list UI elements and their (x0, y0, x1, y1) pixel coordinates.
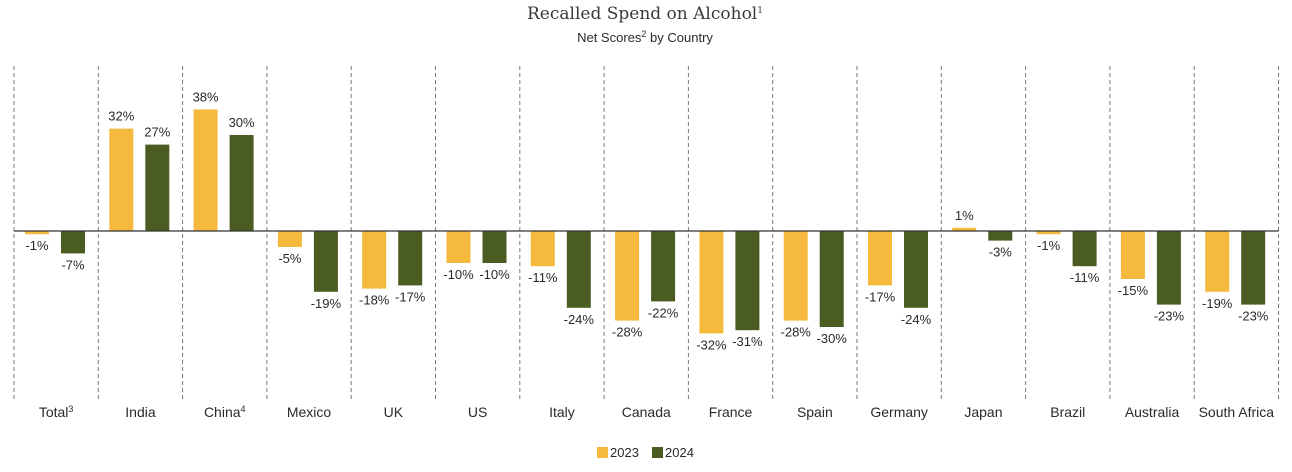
bar-2023-mexico (277, 231, 302, 247)
bar-2023-us (446, 231, 471, 263)
value-label-2023-spain: -28% (781, 325, 812, 340)
value-label-2024-total: -7% (61, 257, 85, 272)
chart-subtitle-main: Net Scores (577, 30, 642, 45)
value-label-2024-spain: -30% (817, 331, 848, 346)
value-label-2024-france: -31% (732, 334, 763, 349)
value-labels-layer: -1% -7% 32% 27% 38% 30% -5% -19% -18% -17% -10% -10… (25, 89, 1268, 352)
category-label: South Africa (1199, 404, 1275, 420)
bar-2024-canada (651, 231, 676, 302)
category-label: Mexico (287, 404, 332, 420)
bar-2024-mexico (313, 231, 338, 292)
value-label-2023-australia: -15% (1118, 283, 1149, 298)
bar-2023-france (699, 231, 724, 334)
bar-2023-japan (952, 227, 977, 231)
bar-2023-total (25, 231, 49, 235)
category-labels-layer: Total3 India China4 Mexico UK US Italy Canada Fr… (39, 404, 1274, 420)
value-label-2023-india: 32% (108, 109, 134, 124)
bar-2024-total (61, 231, 85, 254)
category-label: Germany (870, 404, 928, 420)
bars-layer (25, 109, 1266, 334)
category-label: France (709, 404, 753, 420)
value-label-2024-mexico: -19% (311, 296, 342, 311)
value-label-2023-uk: -18% (359, 293, 390, 308)
category-label: India (125, 404, 156, 420)
value-label-2023-us: -10% (443, 267, 474, 282)
bar-2024-australia (1156, 231, 1181, 305)
category-label: China4 (204, 404, 246, 420)
bar-2023-china (193, 109, 218, 231)
category-label: UK (384, 404, 404, 420)
chart-title-main: Recalled Spend on Alcohol (527, 4, 757, 24)
legend-swatch-2024 (652, 447, 663, 458)
value-label-2023-italy: -11% (528, 270, 558, 285)
chart-title: Recalled Spend on Alcohol1 (527, 4, 763, 24)
bar-2023-australia (1120, 231, 1145, 279)
bar-2023-uk (362, 231, 387, 289)
category-label: Japan (964, 404, 1002, 420)
legend-swatch-2023 (597, 447, 608, 458)
value-label-2024-italy: -24% (564, 312, 595, 327)
value-label-2023-brazil: -1% (1037, 238, 1061, 253)
chart-subtitle: Net Scores2 by Country (577, 29, 713, 45)
value-label-2024-brazil: -11% (1070, 270, 1100, 285)
value-label-2024-china: 30% (229, 115, 255, 130)
value-label-2024-japan: -3% (989, 245, 1013, 260)
bar-2024-germany (904, 231, 928, 308)
bar-2023-india (109, 128, 134, 231)
value-label-2023-china: 38% (193, 89, 219, 104)
category-label: Total3 (39, 404, 74, 420)
category-label: Canada (622, 404, 671, 420)
legend-label-2023: 2023 (610, 445, 639, 460)
bar-2024-us (482, 231, 507, 263)
bar-2023-canada (615, 231, 640, 321)
bar-2024-france (735, 231, 760, 331)
value-label-2023-south-africa: -19% (1202, 296, 1233, 311)
bar-2023-spain (783, 231, 808, 321)
bar-2023-south-africa (1205, 231, 1230, 292)
category-label: Spain (797, 404, 833, 420)
value-label-2023-japan: 1% (955, 208, 974, 223)
bar-2023-italy (530, 231, 555, 267)
value-label-2023-germany: -17% (865, 289, 896, 304)
value-label-2024-south-africa: -23% (1238, 309, 1269, 324)
legend: 2023 2024 (597, 445, 694, 460)
bar-2024-brazil (1072, 231, 1097, 267)
value-label-2023-canada: -28% (612, 325, 643, 340)
value-label-2024-uk: -17% (395, 289, 426, 304)
legend-label-2024: 2024 (665, 445, 694, 460)
bar-2024-japan (988, 231, 1013, 241)
chart-title-footnote: 1 (757, 6, 763, 16)
bar-2024-spain (819, 231, 844, 327)
bar-2024-india (145, 144, 170, 231)
chart-subtitle-rest: by Country (646, 30, 713, 45)
value-label-2023-france: -32% (696, 337, 727, 352)
value-label-2023-mexico: -5% (278, 251, 302, 266)
category-label: US (468, 404, 487, 420)
bar-2024-china (229, 135, 254, 231)
value-label-2024-us: -10% (479, 267, 510, 282)
bar-2024-south-africa (1241, 231, 1266, 305)
value-label-2023-total: -1% (25, 238, 49, 253)
bar-2024-italy (566, 231, 591, 308)
bar-2024-uk (398, 231, 423, 286)
value-label-2024-australia: -23% (1154, 309, 1185, 324)
category-label: Australia (1125, 404, 1180, 420)
category-label: Italy (549, 404, 575, 420)
chart-subtitle-footnote: 2 (641, 29, 646, 39)
bar-2023-germany (868, 231, 892, 286)
category-label: Brazil (1050, 404, 1085, 420)
value-label-2024-canada: -22% (648, 305, 679, 320)
value-label-2024-india: 27% (144, 125, 170, 140)
value-label-2024-germany: -24% (901, 312, 932, 327)
bar-2023-brazil (1036, 231, 1061, 235)
